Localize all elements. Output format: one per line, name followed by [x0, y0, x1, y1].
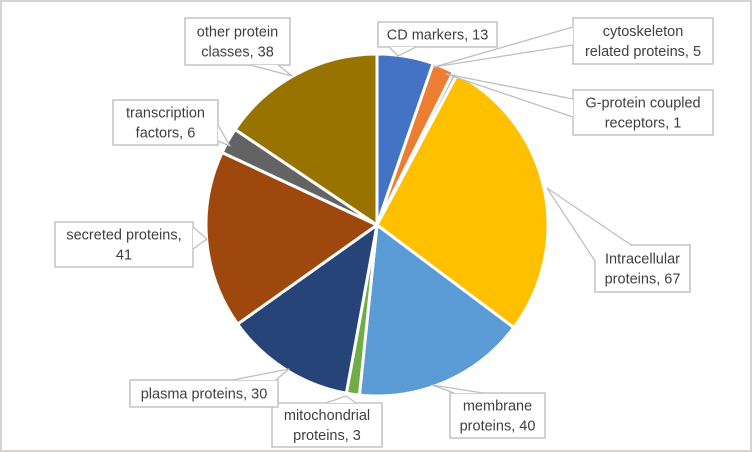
- callout-text-line: Intracellular: [605, 252, 680, 268]
- callout-box[interactable]: [112, 99, 219, 146]
- data-label-plasma[interactable]: plasma proteins, 30: [129, 368, 290, 408]
- callout-text-line: mitochondrial: [284, 408, 370, 424]
- callout-text-line: proteins, 67: [605, 272, 681, 288]
- callout-text: plasma proteins, 30: [141, 387, 268, 403]
- callout-box[interactable]: [184, 17, 291, 66]
- callout-text-line: cytoskeleton: [603, 24, 684, 40]
- callout-text-line: proteins, 3: [293, 428, 361, 444]
- callout-text-line: plasma proteins, 30: [141, 387, 268, 403]
- callout-text: G-protein coupled receptors, 1: [585, 96, 700, 132]
- callout-box[interactable]: [54, 221, 194, 268]
- callout-leader-line: [388, 46, 417, 57]
- callout-text-line: proteins, 40: [460, 419, 536, 435]
- callout-leader-line: [249, 64, 293, 77]
- data-label-membrane[interactable]: membrane proteins, 40: [431, 384, 546, 439]
- callout-box[interactable]: [129, 379, 279, 408]
- callout-box[interactable]: [572, 17, 714, 65]
- callout-text-line: 41: [116, 248, 132, 264]
- callout-text-line: receptors, 1: [605, 116, 682, 132]
- callout-text: membrane proteins, 40: [460, 399, 536, 435]
- data-label-cd-markers[interactable]: CD markers, 13: [377, 21, 498, 57]
- callout-text: secreted proteins, 41: [66, 228, 181, 264]
- callout-leader-line: [431, 384, 484, 394]
- pie-slice-other-protein-classes[interactable]: [233, 52, 379, 227]
- callout-text: Intracellular proteins, 67: [605, 252, 681, 288]
- callout-box[interactable]: [449, 392, 546, 439]
- callout-text: transcription factors, 6: [126, 106, 205, 142]
- callout-leader-line: [546, 187, 632, 262]
- data-label-secreted[interactable]: secreted proteins, 41: [54, 221, 208, 268]
- pie-slice-intracellular-proteins[interactable]: [375, 72, 550, 330]
- data-label-mitochondrial[interactable]: mitochondrial proteins, 3: [271, 395, 383, 448]
- callout-text-line: membrane: [463, 399, 532, 415]
- callout-text-line: G-protein coupled: [585, 96, 700, 112]
- callout-text: cytoskeleton related proteins, 5: [585, 24, 701, 60]
- callout-text: other protein classes, 38: [197, 25, 278, 61]
- callout-text-line: other protein: [197, 25, 278, 41]
- callout-text-line: transcription: [126, 106, 205, 122]
- data-label-transcription[interactable]: transcription factors, 6: [112, 99, 231, 147]
- callout-leader-line: [232, 368, 290, 381]
- data-label-other-classes[interactable]: other protein classes, 38: [184, 17, 293, 77]
- callout-text-line: factors, 6: [136, 126, 196, 142]
- data-label-callouts: CD markers, 13 cytoskeleton related protei…: [54, 17, 714, 448]
- callout-text-line: CD markers, 13: [387, 28, 489, 44]
- callout-text: mitochondrial proteins, 3: [284, 408, 370, 444]
- callout-leader-line: [433, 26, 574, 68]
- pie-slices: [204, 52, 550, 398]
- callout-leader-line: [445, 73, 574, 118]
- callout-text-line: related proteins, 5: [585, 44, 701, 60]
- callout-leader-line: [192, 226, 208, 250]
- callout-box[interactable]: [377, 21, 498, 48]
- pie-slice-secreted-proteins[interactable]: [204, 151, 379, 326]
- pie-slice-membrane-proteins[interactable]: [357, 223, 516, 398]
- callout-text-line: classes, 38: [201, 45, 274, 61]
- callout-text: CD markers, 13: [387, 28, 489, 44]
- callout-leader-line: [217, 124, 231, 147]
- data-label-g-protein[interactable]: G-protein coupled receptors, 1: [445, 73, 714, 136]
- data-label-intracellular[interactable]: Intracellular proteins, 67: [546, 187, 691, 293]
- callout-leader-line: [325, 395, 357, 404]
- data-label-cytoskeleton[interactable]: cytoskeleton related proteins, 5: [433, 17, 714, 68]
- callout-box[interactable]: [572, 89, 714, 136]
- callout-text-line: secreted proteins,: [66, 228, 181, 244]
- callout-box[interactable]: [271, 402, 383, 448]
